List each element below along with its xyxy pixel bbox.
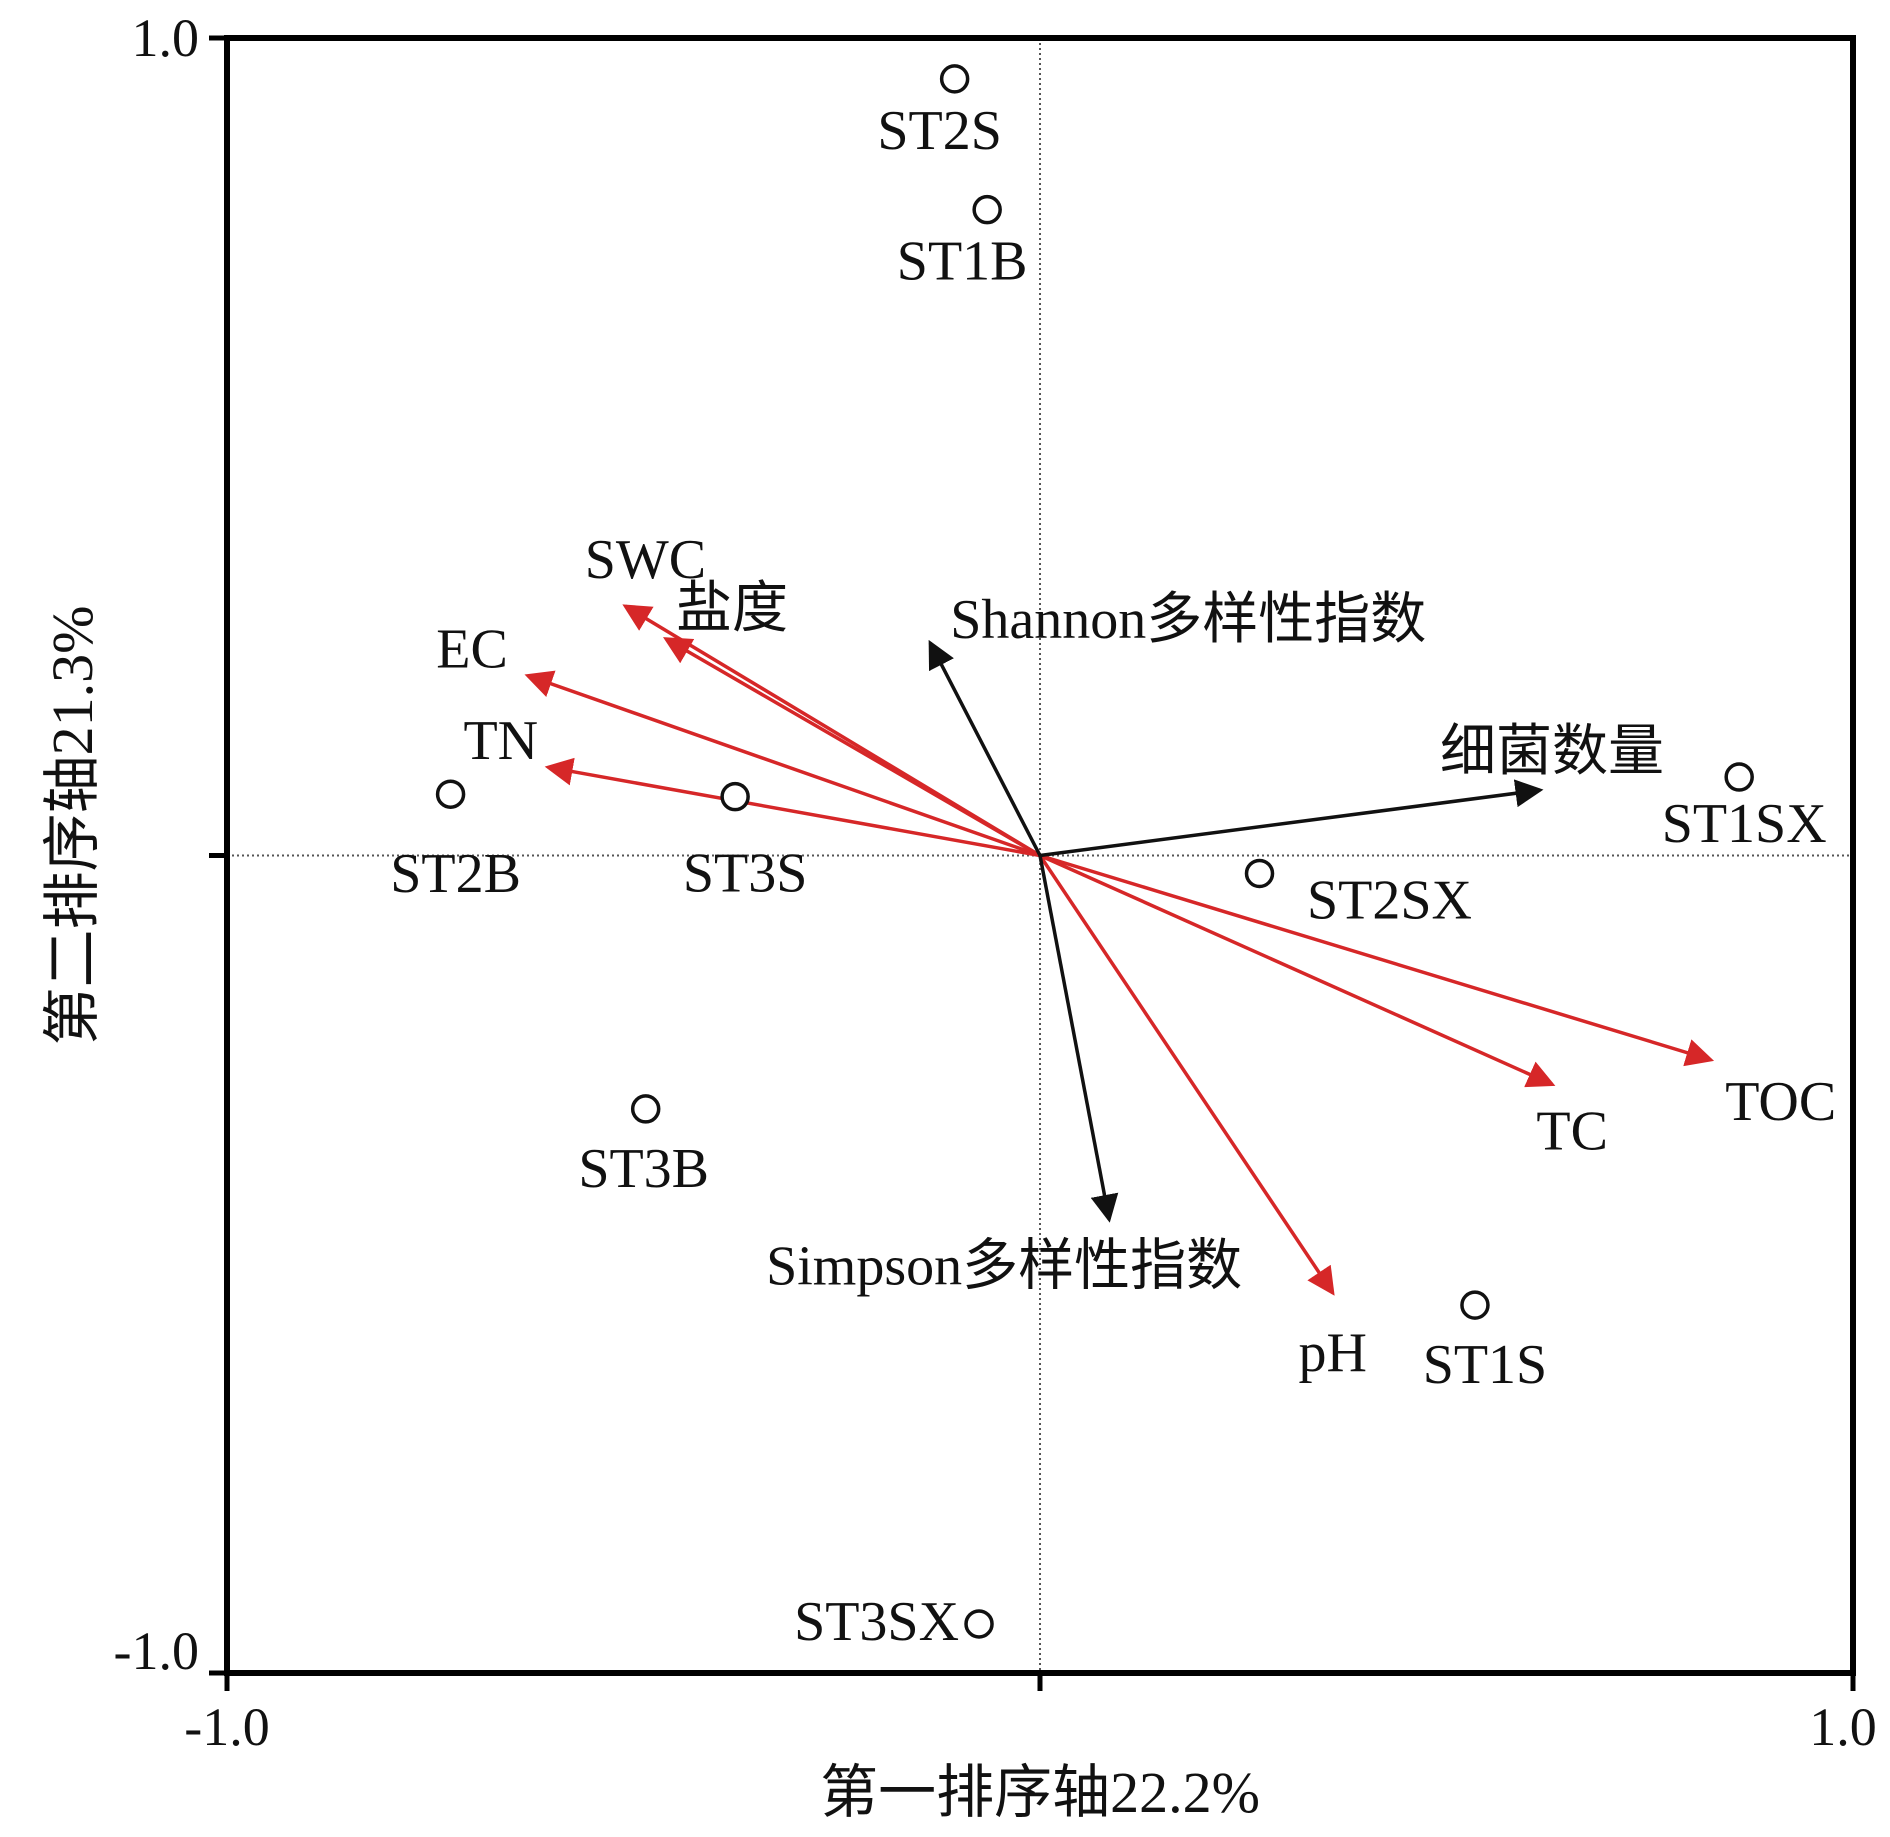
- env-vector-盐度: [662, 637, 1041, 858]
- response-vector-label: Simpson多样性指数: [766, 1235, 1242, 1297]
- sample-label: ST1SX: [1662, 793, 1827, 855]
- env-vector-label: 盐度: [676, 578, 788, 640]
- env-vector-label: pH: [1298, 1322, 1366, 1384]
- response-vector-label: Shannon多样性指数: [950, 589, 1426, 651]
- sample-label: ST3S: [683, 843, 808, 905]
- env-vector-label: TOC: [1725, 1071, 1836, 1133]
- y-axis-title: 第二排序轴21.3%: [40, 606, 105, 1046]
- sample-point-ST2S: [939, 64, 970, 94]
- env-vector-TC: [1039, 853, 1556, 1088]
- sample-label: ST2B: [390, 843, 521, 905]
- sample-label: ST2S: [877, 100, 1002, 162]
- sample-label: ST2SX: [1307, 869, 1472, 931]
- sample-label: ST3B: [578, 1138, 709, 1200]
- vector-arrows: [524, 604, 1715, 1296]
- axis-ticks: -1.0 1.0 1.0 -1.0: [114, 8, 1877, 1757]
- sample-point-ST3S: [720, 781, 750, 812]
- env-vector-TOC: [1039, 853, 1715, 1067]
- x-axis-title: 第一排序轴22.2%: [820, 1760, 1260, 1825]
- sample-label: ST1B: [897, 231, 1028, 293]
- env-vector-TN: [544, 757, 1041, 858]
- env-vector-label: EC: [436, 619, 508, 681]
- x-tick-label: -1.0: [184, 1697, 269, 1757]
- env-vector-pH: [1038, 854, 1335, 1296]
- env-vector-label: TN: [463, 710, 538, 772]
- response-vector: [928, 639, 1042, 857]
- sample-point-ST2B: [435, 779, 466, 809]
- sample-point-ST1SX: [1724, 762, 1754, 792]
- sample-point-ST1S: [1460, 1290, 1490, 1320]
- response-vector: [1039, 779, 1544, 858]
- sample-point-ST3SX: [964, 1609, 994, 1639]
- sample-points: [435, 64, 1754, 1639]
- response-vector: [1038, 855, 1119, 1223]
- x-tick-label: 1.0: [1809, 1697, 1877, 1757]
- y-tick-label: 1.0: [132, 8, 200, 68]
- zero-lines: [227, 38, 1853, 1673]
- sample-point-ST3B: [630, 1094, 661, 1124]
- sample-label: ST1S: [1423, 1334, 1548, 1396]
- sample-label: ST3SX: [794, 1591, 959, 1653]
- response-vector-label: 细菌数量: [1440, 721, 1664, 783]
- sample-point-ST2SX: [1244, 858, 1275, 889]
- sample-point-ST1B: [972, 194, 1002, 225]
- env-vector-EC: [524, 670, 1041, 858]
- env-vector-label: TC: [1536, 1100, 1608, 1162]
- env-vector-label: SWC: [585, 529, 706, 591]
- y-tick-label: -1.0: [114, 1621, 199, 1681]
